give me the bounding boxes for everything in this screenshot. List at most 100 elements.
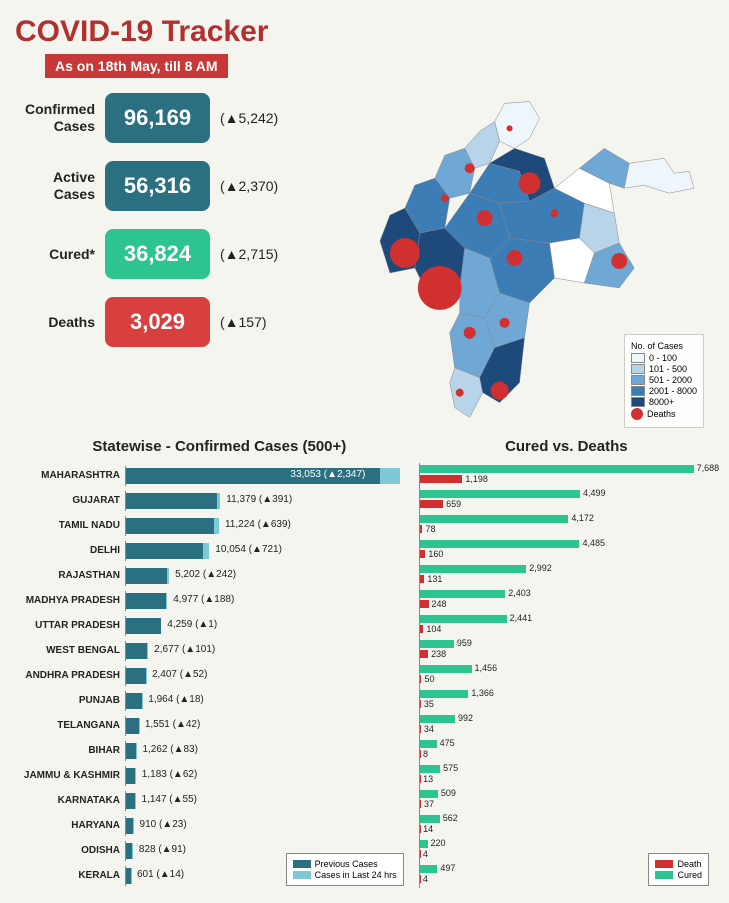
death-bar	[420, 800, 421, 808]
bar-label: 1,183 (▲62)	[142, 769, 197, 780]
cured-value: 4,499	[583, 488, 606, 498]
death-value: 659	[446, 499, 461, 509]
bar-label: 33,053 (▲2,347)	[290, 469, 365, 480]
bar-previous	[126, 643, 147, 659]
state-row: BIHAR 1,262 (▲83)	[20, 738, 419, 763]
statewise-title: Statewise - Confirmed Cases (500+)	[20, 438, 419, 455]
state-row: WEST BENGAL 2,677 (▲101)	[20, 638, 419, 663]
state-row: TAMIL NADU 11,224 (▲639)	[20, 513, 419, 538]
cured-death-row: 2,441 104	[419, 613, 714, 638]
state-name: PUNJAB	[20, 695, 125, 706]
cured-value: 2,403	[508, 588, 531, 598]
death-bar	[420, 525, 423, 533]
state-name: HARYANA	[20, 820, 125, 831]
cured-bar	[420, 490, 580, 498]
cured-bar	[420, 565, 527, 573]
death-value: 238	[431, 649, 446, 659]
state-name: TELANGANA	[20, 720, 125, 731]
death-bar	[420, 500, 443, 508]
stat-label: ConfirmedCases	[15, 101, 105, 135]
death-value: 13	[423, 774, 433, 784]
state-name: DELHI	[20, 545, 125, 556]
cured-value: 4,172	[571, 513, 594, 523]
state-name: RAJASTHAN	[20, 570, 125, 581]
death-value: 248	[432, 599, 447, 609]
cured-deaths-legend: Death Cured	[648, 853, 709, 886]
death-value: 131	[427, 574, 442, 584]
death-bar	[420, 550, 426, 558]
bar-new	[203, 543, 209, 559]
bar-new	[132, 843, 133, 859]
cured-bar	[420, 640, 454, 648]
cured-death-row: 1,366 35	[419, 688, 714, 713]
bar-label: 10,054 (▲721)	[215, 544, 282, 555]
cured-bar	[420, 790, 438, 798]
bar-label: 11,224 (▲639)	[225, 519, 291, 530]
summary-stats: ConfirmedCases 96,169 (▲5,242) ActiveCas…	[15, 93, 355, 433]
stat-row: Deaths 3,029 (▲157)	[15, 297, 355, 347]
stat-label: Deaths	[15, 314, 105, 331]
cured-death-row: 475 8	[419, 738, 714, 763]
state-name: MAHARASHTRA	[20, 470, 125, 481]
cured-value: 2,441	[510, 613, 533, 623]
death-value: 34	[424, 724, 434, 734]
bar-new	[136, 743, 137, 759]
state-name: GUJARAT	[20, 495, 125, 506]
state-name: JAMMU & KASHMIR	[20, 770, 125, 781]
bar-previous	[126, 743, 136, 759]
cured-bar	[420, 740, 437, 748]
cured-death-row: 4,485 160	[419, 538, 714, 563]
state-name: WEST BENGAL	[20, 645, 125, 656]
state-name: BIHAR	[20, 745, 125, 756]
bar-previous	[126, 493, 217, 509]
bar-label: 4,259 (▲1)	[167, 619, 217, 630]
cured-bar	[420, 765, 440, 773]
stat-delta: (▲157)	[220, 314, 267, 330]
death-value: 4	[423, 849, 428, 859]
statewise-legend: Previous Cases Cases in Last 24 hrs	[286, 853, 404, 886]
cured-value: 992	[458, 713, 473, 723]
cured-bar	[420, 515, 569, 523]
bar-label: 910 (▲23)	[140, 819, 187, 830]
cured-death-row: 2,403 248	[419, 588, 714, 613]
bar-new	[147, 643, 148, 659]
bar-label: 11,379 (▲391)	[226, 494, 292, 505]
cured-death-row: 4,499 659	[419, 488, 714, 513]
bar-previous	[126, 568, 167, 584]
death-value: 78	[425, 524, 435, 534]
death-value: 104	[426, 624, 441, 634]
cured-bar	[420, 840, 428, 848]
cured-value: 959	[457, 638, 472, 648]
cured-value: 1,456	[475, 663, 498, 673]
bar-label: 1,964 (▲18)	[148, 694, 203, 705]
state-row: JAMMU & KASHMIR 1,183 (▲62)	[20, 763, 419, 788]
bar-label: 4,977 (▲188)	[173, 594, 234, 605]
death-bar	[420, 575, 425, 583]
state-row: GUJARAT 11,379 (▲391)	[20, 488, 419, 513]
state-row: PUNJAB 1,964 (▲18)	[20, 688, 419, 713]
cured-death-row: 959 238	[419, 638, 714, 663]
state-row: MAHARASHTRA 33,053 (▲2,347)	[20, 463, 419, 488]
state-name: TAMIL NADU	[20, 520, 125, 531]
bar-previous	[126, 793, 135, 809]
cured-deaths-title: Cured vs. Deaths	[419, 438, 714, 455]
stat-label: ActiveCases	[15, 169, 105, 203]
bar-new	[217, 493, 220, 509]
cured-death-row: 992 34	[419, 713, 714, 738]
state-row: RAJASTHAN 5,202 (▲242)	[20, 563, 419, 588]
stat-delta: (▲2,715)	[220, 246, 278, 262]
cured-value: 1,366	[471, 688, 494, 698]
stat-row: Cured* 36,824 (▲2,715)	[15, 229, 355, 279]
stat-delta: (▲2,370)	[220, 178, 278, 194]
cured-value: 220	[431, 838, 446, 848]
bar-new	[214, 518, 219, 534]
map-legend: No. of Cases 0 - 100101 - 500501 - 20002…	[624, 334, 704, 428]
bar-previous	[126, 518, 214, 534]
bar-label: 1,147 (▲55)	[142, 794, 197, 805]
cured-value: 7,688	[697, 463, 720, 473]
bar-previous	[126, 718, 139, 734]
bar-previous	[126, 618, 161, 634]
bar-label: 1,551 (▲42)	[145, 719, 200, 730]
stat-row: ConfirmedCases 96,169 (▲5,242)	[15, 93, 355, 143]
bar-label: 2,677 (▲101)	[154, 644, 215, 655]
